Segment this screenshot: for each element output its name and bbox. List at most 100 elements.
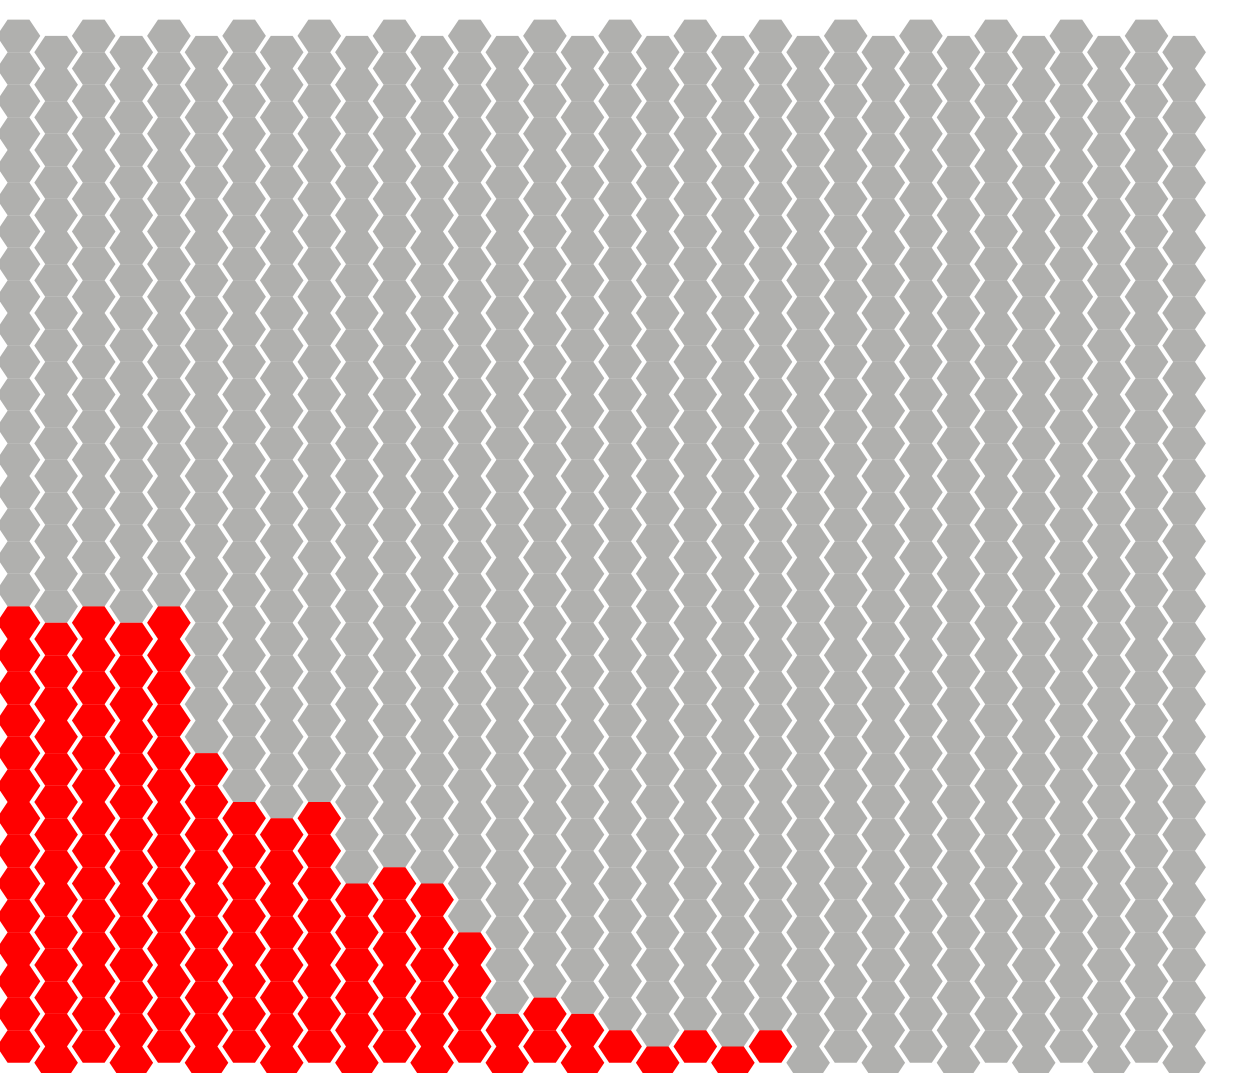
hex-cell-empty[interactable] xyxy=(1087,296,1131,330)
hex-cell-empty[interactable] xyxy=(1087,166,1131,199)
hex-cell-empty[interactable] xyxy=(372,834,417,868)
hex-cell-empty[interactable] xyxy=(635,590,680,623)
hex-cell-empty[interactable] xyxy=(1087,361,1131,395)
hex-cell-empty[interactable] xyxy=(485,720,530,754)
hex-cell-empty[interactable] xyxy=(936,361,981,395)
hex-cell-empty[interactable] xyxy=(936,35,981,69)
hex-cell-empty[interactable] xyxy=(1087,35,1131,69)
hex-cell-empty[interactable] xyxy=(523,606,567,639)
hex-cell-empty[interactable] xyxy=(1011,916,1056,949)
hex-cell-empty[interactable] xyxy=(1049,965,1094,998)
hex-cell-empty[interactable] xyxy=(447,867,492,900)
hex-cell-empty[interactable] xyxy=(974,52,1018,85)
hex-cell-empty[interactable] xyxy=(1162,785,1206,819)
hex-cell-empty[interactable] xyxy=(410,524,454,558)
hex-cell-empty[interactable] xyxy=(786,198,830,232)
hex-cell-empty[interactable] xyxy=(1124,443,1169,476)
hex-cell-empty[interactable] xyxy=(447,671,492,705)
hex-cell-empty[interactable] xyxy=(147,345,191,379)
hex-cell-empty[interactable] xyxy=(1162,916,1206,949)
hex-cell-empty[interactable] xyxy=(297,508,342,542)
hex-cell-filled[interactable] xyxy=(297,867,342,900)
hex-cell-empty[interactable] xyxy=(673,932,718,965)
hex-cell-empty[interactable] xyxy=(974,345,1018,379)
hex-cell-empty[interactable] xyxy=(711,492,755,525)
hex-cell-empty[interactable] xyxy=(1162,198,1206,232)
hex-cell-empty[interactable] xyxy=(297,84,342,118)
hex-cell-empty[interactable] xyxy=(711,753,755,786)
hex-cell-filled[interactable] xyxy=(0,834,41,868)
hex-cell-empty[interactable] xyxy=(1049,313,1094,346)
hex-cell-empty[interactable] xyxy=(34,35,78,69)
hex-cell-empty[interactable] xyxy=(297,671,342,705)
hex-cell-empty[interactable] xyxy=(297,19,342,53)
hex-cell-empty[interactable] xyxy=(1162,166,1206,199)
hex-cell-empty[interactable] xyxy=(447,150,492,183)
hex-cell-empty[interactable] xyxy=(936,916,981,949)
hex-cell-empty[interactable] xyxy=(748,443,793,476)
hex-cell-empty[interactable] xyxy=(1011,231,1056,265)
hex-cell-filled[interactable] xyxy=(34,850,78,884)
hex-cell-empty[interactable] xyxy=(147,52,191,85)
hex-cell-empty[interactable] xyxy=(974,508,1018,542)
hex-cell-empty[interactable] xyxy=(748,247,793,281)
hex-cell-empty[interactable] xyxy=(635,133,680,167)
hex-cell-empty[interactable] xyxy=(974,378,1018,411)
hex-cell-empty[interactable] xyxy=(1162,753,1206,786)
hex-cell-empty[interactable] xyxy=(635,198,680,232)
hex-cell-empty[interactable] xyxy=(147,280,191,313)
hex-cell-empty[interactable] xyxy=(899,867,943,900)
hex-cell-empty[interactable] xyxy=(335,35,379,69)
hex-cell-filled[interactable] xyxy=(485,1013,530,1047)
hex-cell-filled[interactable] xyxy=(109,655,154,688)
hex-cell-empty[interactable] xyxy=(1049,769,1094,802)
hex-cell-empty[interactable] xyxy=(485,916,530,949)
hex-cell-empty[interactable] xyxy=(936,557,981,591)
hex-cell-empty[interactable] xyxy=(1011,35,1056,69)
hex-cell-empty[interactable] xyxy=(899,247,943,281)
hex-cell-filled[interactable] xyxy=(71,899,116,933)
hex-cell-empty[interactable] xyxy=(823,541,868,574)
hex-cell-empty[interactable] xyxy=(974,150,1018,183)
hex-cell-empty[interactable] xyxy=(673,997,718,1031)
hex-cell-empty[interactable] xyxy=(748,182,793,216)
hex-cell-filled[interactable] xyxy=(410,981,454,1014)
hex-cell-empty[interactable] xyxy=(673,280,718,313)
hex-cell-empty[interactable] xyxy=(0,182,41,216)
hex-cell-filled[interactable] xyxy=(71,834,116,868)
hex-cell-empty[interactable] xyxy=(711,264,755,297)
hex-cell-empty[interactable] xyxy=(635,753,680,786)
hex-cell-empty[interactable] xyxy=(410,101,454,134)
hex-cell-empty[interactable] xyxy=(184,459,229,493)
hex-cell-empty[interactable] xyxy=(447,247,492,281)
hex-cell-empty[interactable] xyxy=(560,459,605,493)
hex-cell-empty[interactable] xyxy=(786,622,830,656)
hex-cell-empty[interactable] xyxy=(259,687,304,721)
hex-cell-empty[interactable] xyxy=(673,215,718,248)
hex-cell-empty[interactable] xyxy=(0,313,41,346)
hex-cell-empty[interactable] xyxy=(0,345,41,379)
hex-cell-empty[interactable] xyxy=(34,524,78,558)
hex-cell-empty[interactable] xyxy=(485,198,530,232)
hex-cell-empty[interactable] xyxy=(297,182,342,216)
hex-cell-empty[interactable] xyxy=(259,785,304,819)
hex-cell-filled[interactable] xyxy=(147,932,191,965)
hex-cell-empty[interactable] xyxy=(372,606,417,639)
hex-cell-empty[interactable] xyxy=(598,84,642,118)
hex-cell-empty[interactable] xyxy=(598,508,642,542)
hex-cell-empty[interactable] xyxy=(936,133,981,167)
hex-cell-empty[interactable] xyxy=(71,443,116,476)
hex-cell-filled[interactable] xyxy=(184,818,229,851)
hex-cell-filled[interactable] xyxy=(335,981,379,1014)
hex-cell-empty[interactable] xyxy=(1087,394,1131,428)
hex-cell-empty[interactable] xyxy=(184,361,229,395)
hex-cell-filled[interactable] xyxy=(560,1046,605,1073)
hex-cell-empty[interactable] xyxy=(861,1046,906,1073)
hex-cell-empty[interactable] xyxy=(410,264,454,297)
hex-cell-filled[interactable] xyxy=(410,948,454,982)
hex-cell-empty[interactable] xyxy=(1124,965,1169,998)
hex-cell-empty[interactable] xyxy=(147,182,191,216)
hex-cell-empty[interactable] xyxy=(335,361,379,395)
hex-cell-empty[interactable] xyxy=(936,622,981,656)
hex-cell-empty[interactable] xyxy=(184,590,229,623)
